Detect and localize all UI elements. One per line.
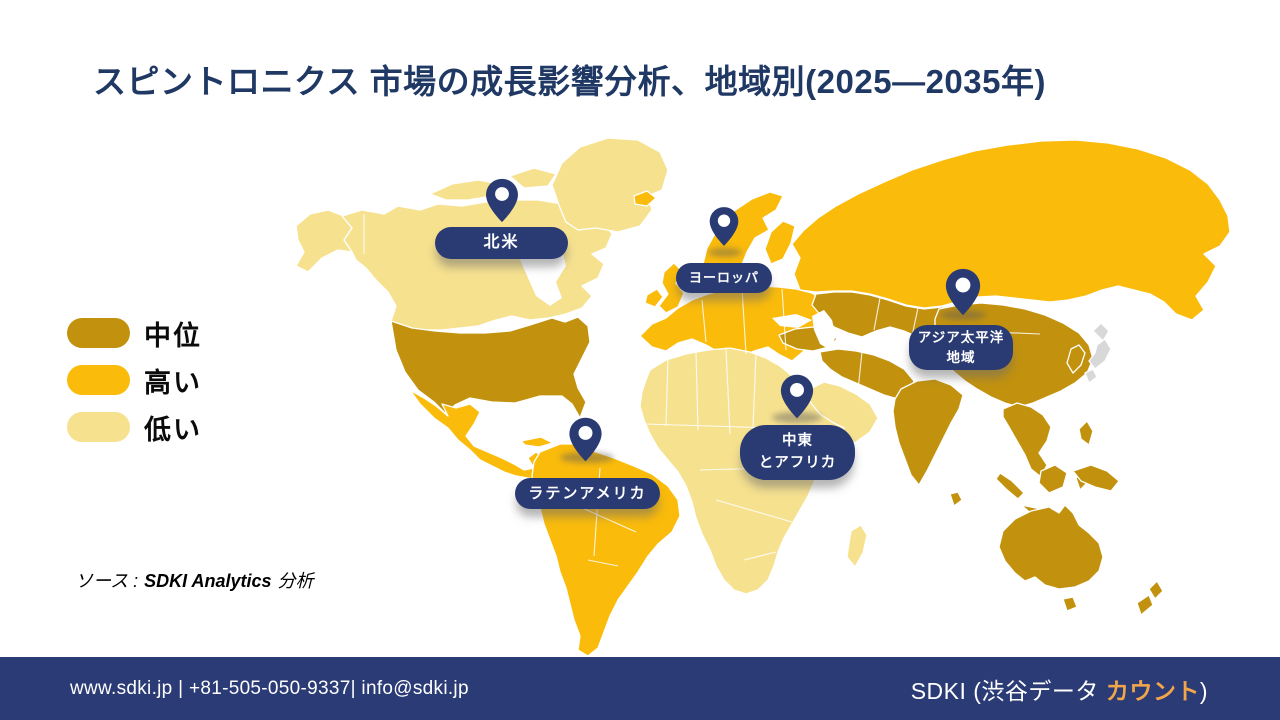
legend-swatch-low — [67, 412, 130, 442]
legend-item-medium: 中位 — [67, 318, 202, 351]
landmass-greenland — [551, 137, 669, 233]
landmass-mexico-central-america — [409, 389, 549, 481]
source-suffix: 分析 — [277, 571, 314, 591]
location-pin-icon-europe — [707, 203, 741, 250]
landmass-india — [892, 378, 964, 486]
region-label-asia-pacific: アジア太平洋 地域 — [909, 325, 1013, 370]
landmass-iceland — [633, 190, 657, 207]
region-label-europe: ヨーロッパ — [676, 263, 772, 293]
landmass-sumatra — [995, 472, 1025, 500]
legend-swatch-high — [67, 365, 130, 395]
landmass-korea — [1066, 344, 1086, 374]
landmass-southeast-asia — [1002, 402, 1052, 478]
location-pin-icon-north-america — [483, 177, 521, 224]
legend: 中位 高い 低い — [67, 318, 202, 459]
legend-swatch-medium — [67, 318, 130, 348]
pin-shadow — [708, 248, 742, 257]
landmass-japan-honshu — [1088, 338, 1112, 370]
legend-item-high: 高い — [67, 365, 202, 398]
source-brand: SDKI Analytics — [144, 571, 272, 591]
brand-prefix: SDKI (渋谷データ — [910, 677, 1106, 704]
legend-label-low: 低い — [144, 414, 202, 445]
brand-suffix: ) — [1199, 677, 1208, 704]
source-prefix: ソース : — [75, 571, 139, 591]
sea-caspian — [812, 310, 836, 350]
landmass-finland — [764, 220, 796, 265]
legend-label-high: 高い — [144, 367, 202, 398]
region-label-middle-east-africa: 中東 とアフリカ — [740, 425, 855, 480]
landmass-new-zealand-north — [1148, 580, 1164, 600]
page-title: スピントロニクス 市場の成長影響分析、地域別(2025—2035年) — [93, 63, 1046, 100]
landmass-philippines — [1078, 420, 1094, 446]
legend-item-low: 低い — [67, 412, 202, 445]
location-pin-icon-asia-pacific — [942, 267, 984, 317]
landmass-japan-hokkaido — [1092, 322, 1110, 342]
landmass-arctic-islands — [509, 167, 557, 189]
landmass-cuba — [520, 436, 554, 448]
landmass-new-guinea — [1072, 464, 1120, 492]
footer-brand: SDKI (渋谷データ カウント) — [911, 672, 1208, 706]
landmass-alaska — [295, 209, 353, 273]
source-note: ソース : SDKI Analytics 分析 — [75, 567, 313, 593]
sea-black-sea — [772, 314, 812, 328]
landmass-ireland — [644, 288, 664, 308]
location-pin-icon-latin-america — [564, 416, 607, 463]
landmass-japan-kyushu — [1084, 368, 1098, 384]
legend-label-medium: 中位 — [144, 320, 202, 351]
landmass-new-zealand-south — [1136, 594, 1154, 616]
region-label-latin-america: ラテンアメリカ — [515, 478, 660, 509]
location-pin-icon-middle-east-africa — [775, 373, 819, 420]
footer-bar: www.sdki.jp | +81-505-050-9337| info@sdk… — [0, 657, 1280, 720]
brand-highlight: カウント — [1105, 677, 1200, 704]
landmass-australia — [998, 504, 1104, 590]
landmass-tasmania — [1062, 596, 1078, 612]
footer-contact: www.sdki.jp | +81-505-050-9337| info@sdk… — [70, 677, 469, 699]
region-label-north-america: 北米 — [435, 227, 568, 259]
landmass-madagascar — [846, 524, 868, 568]
landmass-sri-lanka — [949, 491, 963, 507]
landmass-south-america — [531, 443, 681, 657]
landmass-borneo — [1038, 464, 1068, 494]
